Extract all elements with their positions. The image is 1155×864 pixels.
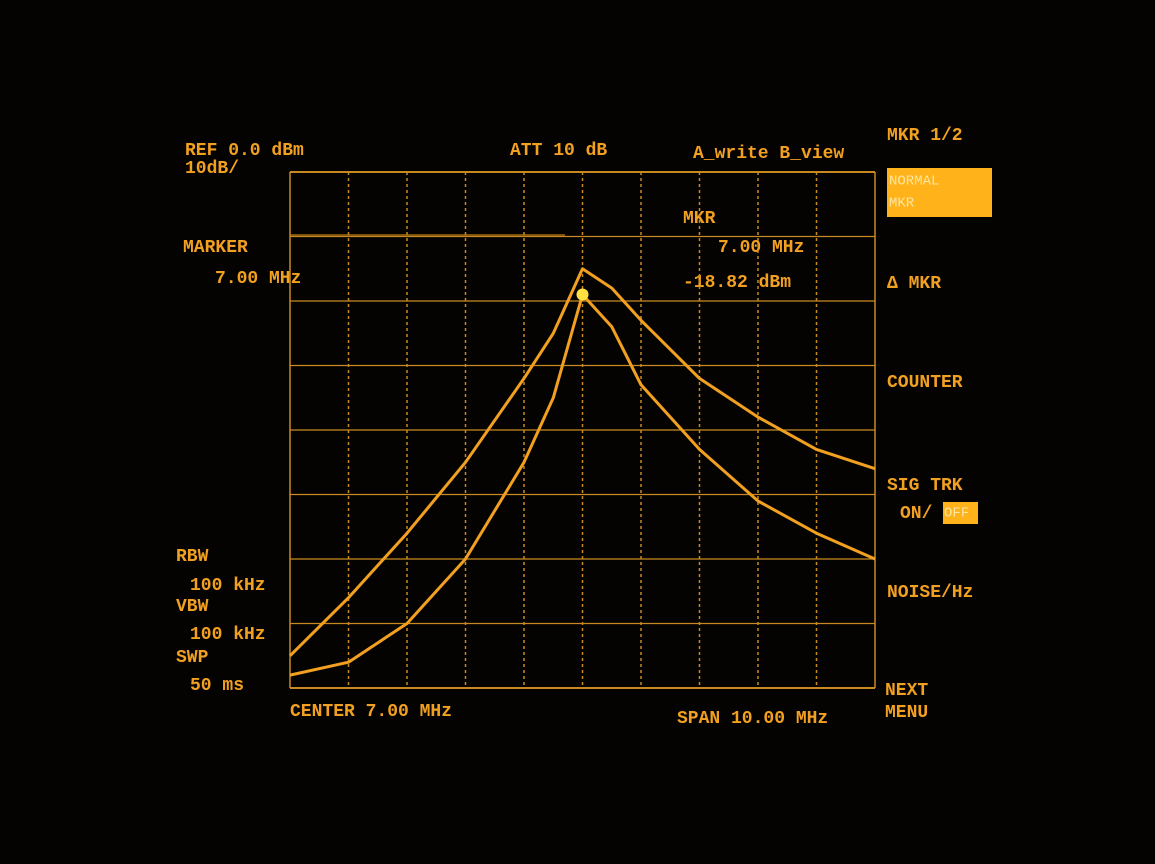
center: CENTER 7.00 MHz xyxy=(290,702,452,722)
swp-label: SWP xyxy=(176,648,209,668)
background xyxy=(0,0,1155,864)
marker-label: MARKER xyxy=(183,238,248,258)
marker-dot xyxy=(577,289,589,301)
scale: 10dB/ xyxy=(185,159,239,179)
softkey-normal[interactable]: NORMAL xyxy=(889,174,939,190)
readout-title: MKR xyxy=(683,209,716,229)
softkey-counter[interactable]: COUNTER xyxy=(887,373,963,393)
softkey-delta[interactable]: Δ MKR xyxy=(887,274,941,294)
softkey-normal[interactable]: MKR xyxy=(889,196,915,212)
rbw: 100 kHz xyxy=(190,576,266,596)
span: SPAN 10.00 MHz xyxy=(677,709,828,729)
softkey-noise[interactable]: NOISE/Hz xyxy=(887,583,973,603)
analyzer-screen: REF 0.0 dBm 10dB/ ATT 10 dB A_write B_vi… xyxy=(0,0,1155,864)
attenuation: ATT 10 dB xyxy=(510,141,607,161)
vbw-label: VBW xyxy=(176,597,209,617)
softkey-next[interactable]: NEXT xyxy=(885,681,928,701)
vbw: 100 kHz xyxy=(190,625,266,645)
ref-level: REF 0.0 dBm xyxy=(185,141,304,161)
swp: 50 ms xyxy=(190,676,244,696)
rbw-label: RBW xyxy=(176,547,209,567)
softkey-page: MKR 1/2 xyxy=(887,126,963,146)
softkey-sig-trk-off[interactable]: OFF xyxy=(944,506,969,522)
softkey-sig-trk[interactable]: SIG TRK xyxy=(887,476,963,496)
softkey-next[interactable]: MENU xyxy=(885,703,928,723)
marker-freq: 7.00 MHz xyxy=(215,269,301,289)
softkey-sig-trk-on[interactable]: ON/ xyxy=(900,504,932,524)
readout-freq: 7.00 MHz xyxy=(718,238,804,258)
trace-mode: A_write B_view xyxy=(693,144,844,164)
